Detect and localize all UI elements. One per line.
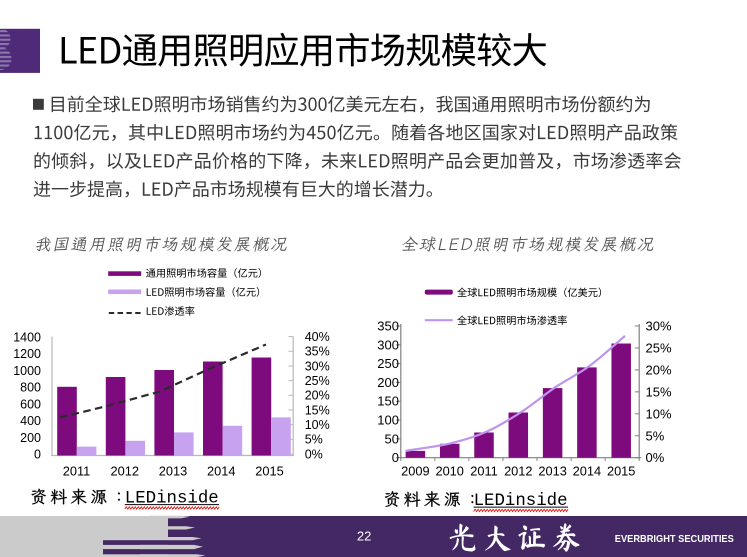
svg-text:35%: 35% [305,345,330,359]
svg-text:22: 22 [357,529,371,544]
svg-text:1400: 1400 [13,330,41,344]
svg-text:25%: 25% [646,340,672,355]
svg-text:15%: 15% [646,384,672,399]
svg-text:300: 300 [377,337,399,352]
svg-text:250: 250 [377,356,399,371]
svg-text:400: 400 [20,414,41,428]
svg-text:0%: 0% [646,450,665,465]
svg-text:2015: 2015 [255,464,283,479]
svg-text:5%: 5% [646,428,665,443]
svg-text:2009: 2009 [401,464,429,479]
svg-text:350: 350 [377,319,399,334]
svg-text:0%: 0% [305,447,323,461]
svg-text:EVERBRIGHT SECURITIES: EVERBRIGHT SECURITIES [615,534,734,545]
svg-text:15%: 15% [305,403,330,417]
svg-text:2010: 2010 [435,464,463,479]
svg-text:25%: 25% [305,374,330,388]
svg-text:20%: 20% [305,389,330,403]
svg-text:20%: 20% [646,362,672,377]
svg-text:200: 200 [377,375,399,390]
svg-text:2011: 2011 [470,464,498,479]
svg-text:2013: 2013 [538,464,566,479]
svg-text:800: 800 [20,381,41,395]
svg-text:2015: 2015 [607,464,635,479]
svg-text:0: 0 [392,450,399,465]
svg-text:LEDinside: LEDinside [125,490,219,509]
svg-text:LEDinside: LEDinside [474,492,568,511]
svg-text:200: 200 [20,431,41,445]
svg-text:40%: 40% [305,330,330,344]
svg-text:150: 150 [377,394,399,409]
svg-text:30%: 30% [305,359,330,373]
svg-text:600: 600 [20,397,41,411]
svg-text:1200: 1200 [13,347,41,361]
svg-text:2014: 2014 [573,464,601,479]
svg-text:5%: 5% [305,433,323,447]
svg-text:2012: 2012 [111,464,139,479]
svg-text:10%: 10% [646,406,672,421]
svg-text:50: 50 [385,431,399,446]
svg-text:2011: 2011 [63,464,91,479]
svg-text:100: 100 [377,413,399,428]
svg-text:0: 0 [34,448,41,462]
svg-text:2014: 2014 [207,464,235,479]
svg-text:30%: 30% [646,319,672,334]
svg-text:2012: 2012 [504,464,532,479]
svg-text:1000: 1000 [13,364,41,378]
svg-text:2013: 2013 [159,464,187,479]
svg-text:10%: 10% [305,418,330,432]
